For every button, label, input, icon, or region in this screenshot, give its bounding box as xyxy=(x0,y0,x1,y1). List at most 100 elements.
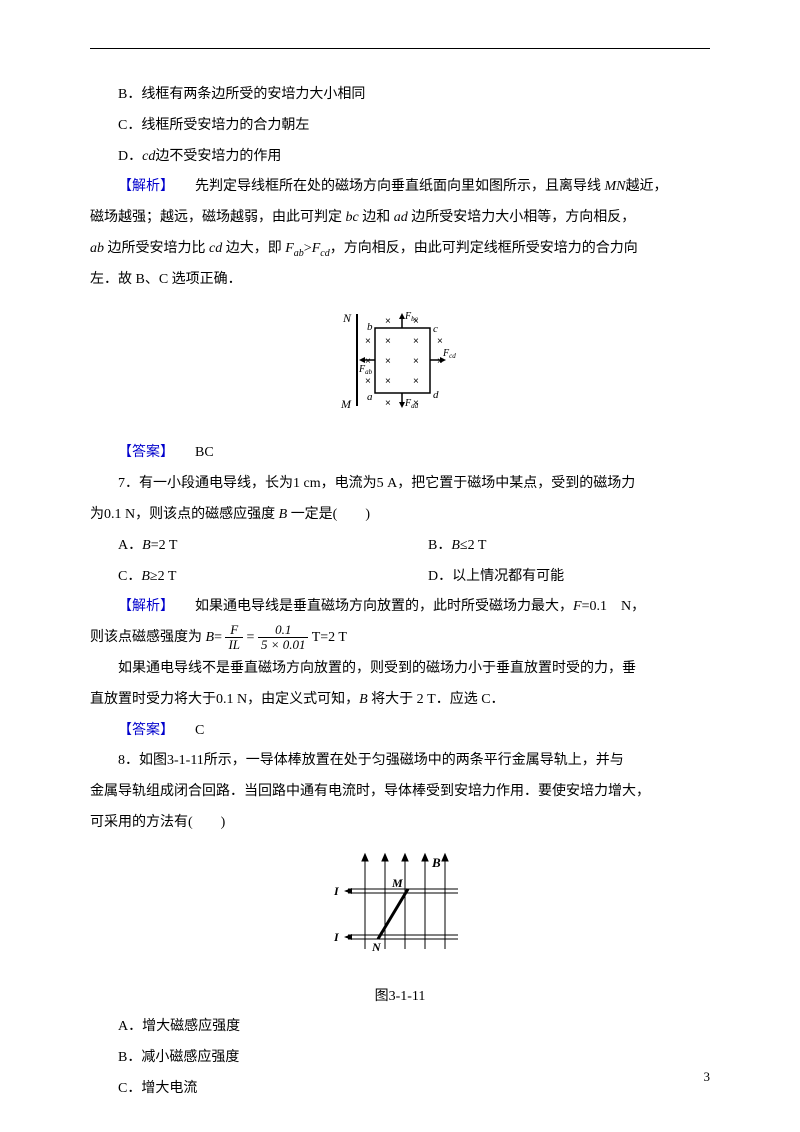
var-f: F xyxy=(312,241,321,256)
svg-text:×: × xyxy=(385,356,391,367)
q6-analysis-line3: ab 边所受安培力比 cd 边大，即 Fab>Fcd，方向相反，由此可判定线框所… xyxy=(90,234,710,265)
label-I: I xyxy=(333,884,340,898)
var-B: B xyxy=(142,538,151,553)
q7-analysis-line1: 【解析】 如果通电导线是垂直磁场方向放置的，此时所受磁场力最大，F=0.1 N， xyxy=(90,592,710,623)
label-N: N xyxy=(342,311,352,325)
svg-text:×: × xyxy=(437,336,443,347)
text: 一定是( ) xyxy=(287,507,370,522)
text: 边所受安培力大小相等，方向相反， xyxy=(408,210,636,225)
svg-text:×: × xyxy=(365,336,371,347)
label-Fcd: Fcd xyxy=(442,348,456,360)
q8-figure: B I I M N xyxy=(90,849,710,972)
text: B． xyxy=(428,538,451,553)
label-N: N xyxy=(371,940,382,954)
var-cd: cd xyxy=(142,149,155,164)
q8-stem-line3: 可采用的方法有( ) xyxy=(90,808,710,839)
q8-option-b: B．减小磁感应强度 xyxy=(90,1043,710,1074)
q8-figure-caption: 图3-1-11 xyxy=(90,982,710,1013)
svg-text:×: × xyxy=(385,398,391,409)
text: 直放置时受力将大于0.1 N，由定义式可知， xyxy=(90,692,359,707)
q6-analysis-line4: 左．故 B、C 选项正确． xyxy=(90,265,710,296)
var-f: F xyxy=(285,241,294,256)
var-ab: ab xyxy=(90,241,104,256)
answer-value: BC xyxy=(195,445,214,460)
label-b: b xyxy=(367,321,373,333)
text: ≥2 T xyxy=(150,569,176,584)
frac-num: F xyxy=(225,623,243,638)
var-bc: bc xyxy=(346,210,359,225)
q7-analysis-line2: 则该点磁感强度为 B= FIL = 0.15 × 0.01 T=2 T xyxy=(90,623,710,654)
q6-analysis-line2: 磁场越强；越远，磁场越弱，由此可判定 bc 边和 ad 边所受安培力大小相等，方… xyxy=(90,203,710,234)
label-I: I xyxy=(333,930,340,944)
text: = xyxy=(214,630,222,645)
frac-num: 0.1 xyxy=(258,623,309,638)
var-mn: MN xyxy=(601,179,626,194)
text: =2 T xyxy=(151,538,178,553)
svg-text:×: × xyxy=(365,376,371,387)
q7-options-row2: C．B≥2 T D．以上情况都有可能 xyxy=(90,562,710,593)
q7-stem-line2: 为0.1 N，则该点的磁感应强度 B 一定是( ) xyxy=(90,500,710,531)
svg-text:×: × xyxy=(413,356,419,367)
q7-options-row1: A．B=2 T B．B≤2 T xyxy=(90,531,710,562)
q6-option-c: C．线框所受安培力的合力朝左 xyxy=(90,111,710,142)
text: ，方向相反，由此可判定线框所受安培力的合力向 xyxy=(330,241,638,256)
var-B: B xyxy=(206,630,215,645)
text xyxy=(178,445,192,460)
fraction-1: FIL xyxy=(225,623,243,653)
svg-text:×: × xyxy=(413,336,419,347)
label-c: c xyxy=(433,323,438,335)
frac-den: IL xyxy=(225,638,243,652)
var-B: B xyxy=(359,692,368,707)
text xyxy=(178,599,192,614)
sub-ab: ab xyxy=(294,248,304,259)
text: 为0.1 N，则该点的磁感应强度 xyxy=(90,507,279,522)
label-d: d xyxy=(433,389,439,401)
q7-option-d: D．以上情况都有可能 xyxy=(400,562,710,593)
q7-option-a: A．B=2 T xyxy=(90,531,400,562)
svg-text:×: × xyxy=(365,356,371,367)
q6-figure: N M b c a d ×× ×××× ×××× ××× ×× Fbc Fcd xyxy=(90,306,710,429)
text: > xyxy=(304,241,312,256)
text: A． xyxy=(118,538,142,553)
q6-option-b: B．线框有两条边所受的安培力大小相同 xyxy=(90,80,710,111)
text: =0.1 N， xyxy=(582,599,646,614)
q8-option-c: C．增大电流 xyxy=(90,1074,710,1105)
q8-stem-line1: 8．如图3-1-11所示，一导体棒放置在处于匀强磁场中的两条平行金属导轨上，并与 xyxy=(90,746,710,777)
q8-option-a: A．增大磁感应强度 xyxy=(90,1012,710,1043)
text: 越近， xyxy=(626,179,668,194)
answer-label: 【答案】 xyxy=(118,723,174,738)
fraction-2: 0.15 × 0.01 xyxy=(258,623,309,653)
frac-den: 5 × 0.01 xyxy=(258,638,309,652)
var-F: F xyxy=(573,599,582,614)
text: 磁场越强；越远，磁场越弱，由此可判定 xyxy=(90,210,346,225)
text: 边不受安培力的作用 xyxy=(155,149,281,164)
text: 边大，即 xyxy=(222,241,285,256)
var-B: B xyxy=(279,507,288,522)
text: ≤2 T xyxy=(460,538,486,553)
var-cd: cd xyxy=(209,241,222,256)
header-rule xyxy=(90,48,710,49)
answer-label: 【答案】 xyxy=(118,445,174,460)
text: 如果通电导线是垂直磁场方向放置的，此时所受磁场力最大， xyxy=(195,599,573,614)
analysis-label: 【解析】 xyxy=(118,179,174,194)
analysis-label: 【解析】 xyxy=(118,599,174,614)
text: 则该点磁感强度为 xyxy=(90,630,206,645)
document-content: B．线框有两条边所受的安培力大小相同 C．线框所受安培力的合力朝左 D．cd边不… xyxy=(90,80,710,1105)
text: 将大于 2 T．应选 C． xyxy=(368,692,505,707)
page-number: 3 xyxy=(704,1063,711,1092)
var-B: B xyxy=(141,569,150,584)
q6-analysis-line1: 【解析】 先判定导线框所在处的磁场方向垂直纸面向里如图所示，且离导线 MN越近， xyxy=(90,172,710,203)
q7-answer: 【答案】 C xyxy=(90,716,710,747)
label-Fbc: Fbc xyxy=(404,311,419,323)
svg-text:×: × xyxy=(385,336,391,347)
label-a: a xyxy=(367,391,373,403)
svg-text:×: × xyxy=(385,376,391,387)
label-B: B xyxy=(431,855,441,870)
var-B: B xyxy=(451,538,460,553)
q7-option-c: C．B≥2 T xyxy=(90,562,400,593)
q7-analysis-line4: 直放置时受力将大于0.1 N，由定义式可知，B 将大于 2 T．应选 C． xyxy=(90,685,710,716)
text: C． xyxy=(118,569,141,584)
text: 边和 xyxy=(359,210,394,225)
text: 先判定导线框所在处的磁场方向垂直纸面向里如图所示，且离导线 xyxy=(195,179,601,194)
q7-option-b: B．B≤2 T xyxy=(400,531,710,562)
